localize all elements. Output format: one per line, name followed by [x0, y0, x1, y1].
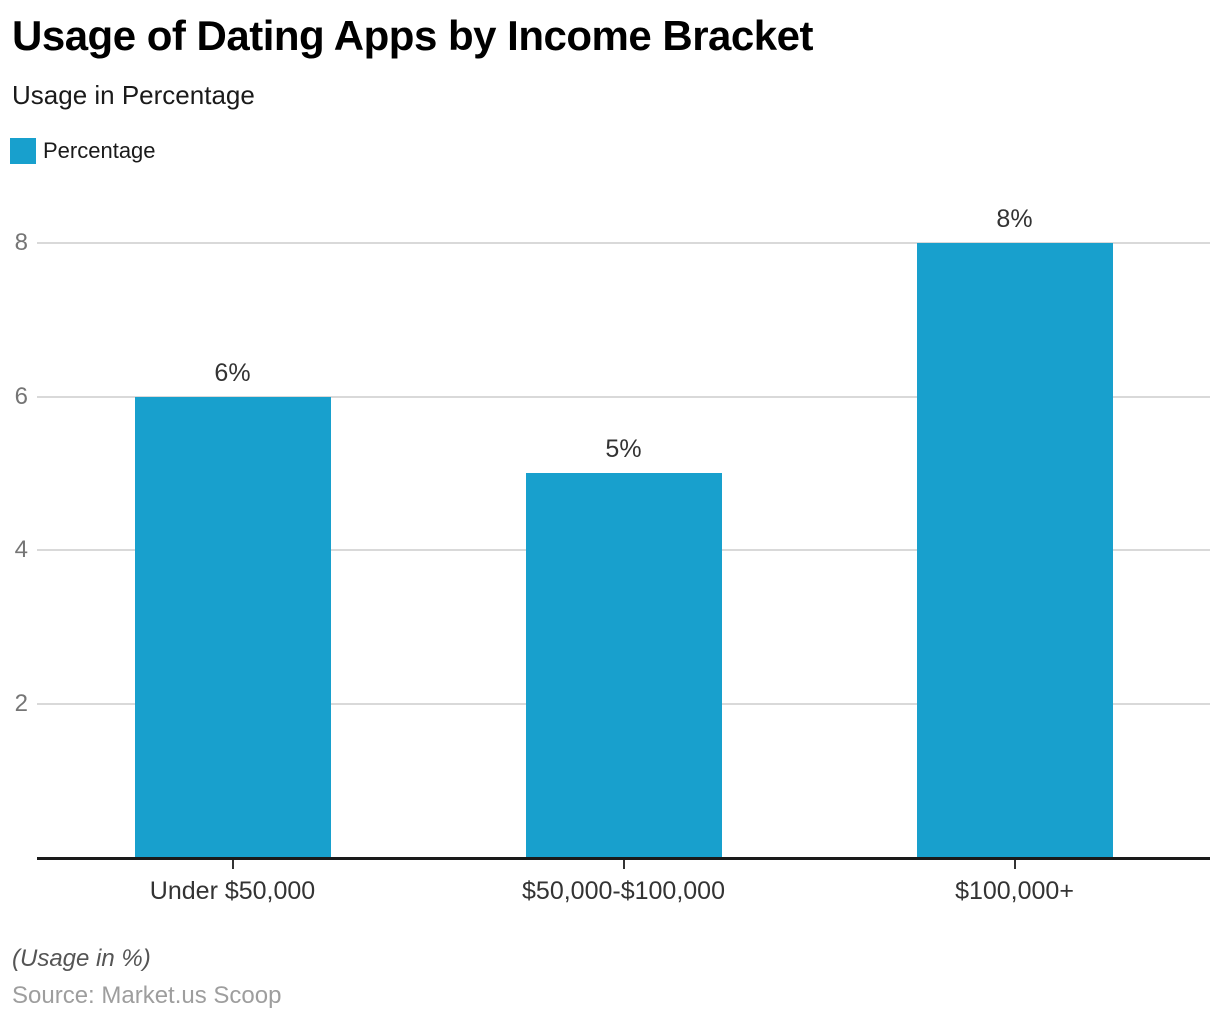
- x-axis-category-label-2: $50,000-$100,000: [522, 877, 725, 905]
- x-axis-category-label-1: Under $50,000: [149, 877, 316, 905]
- gridline-y-6: [37, 395, 1210, 398]
- y-axis-tick-label-4: 4: [14, 536, 28, 563]
- bar-2[interactable]: [525, 473, 722, 857]
- x-axis-line: [37, 857, 1210, 860]
- gridline-y-8: [37, 242, 1210, 244]
- bar-value-label-3: 8%: [996, 205, 1033, 233]
- plot-area: 2 4 6 8 6% Under $50,000 5% $50,000-$100,000 8% $…: [15, 205, 1210, 905]
- x-axis-tick-1: [231, 860, 234, 869]
- bar-value-label-2: 5%: [605, 435, 642, 464]
- y-axis-tick-label-8: 8: [14, 229, 28, 256]
- legend-item-percentage[interactable]: Percentage: [10, 138, 156, 164]
- y-axis-tick-label-6: 6: [14, 382, 28, 410]
- x-axis-tick-3: [1013, 860, 1016, 869]
- bar-1[interactable]: [134, 396, 331, 857]
- source-credit: Source: Market.us Scoop: [12, 982, 282, 1009]
- legend-swatch-icon: [10, 138, 36, 164]
- x-axis-tick-2: [622, 860, 625, 869]
- x-axis-category-label-3: $100,000+: [955, 877, 1074, 905]
- bar-value-label-1: 6%: [214, 358, 251, 387]
- bar-3[interactable]: [916, 243, 1113, 857]
- chart-subtitle: Usage in Percentage: [12, 80, 255, 110]
- y-axis-tick-label-2: 2: [14, 689, 28, 717]
- axis-unit-note: (Usage in %): [12, 945, 151, 972]
- legend-label: Percentage: [43, 138, 156, 163]
- chart-title: Usage of Dating Apps by Income Bracket: [12, 12, 813, 59]
